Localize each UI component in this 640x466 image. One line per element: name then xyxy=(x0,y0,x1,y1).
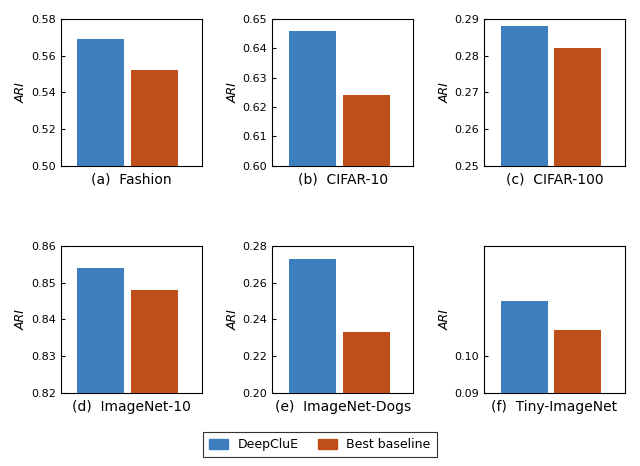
Bar xyxy=(343,95,390,165)
Y-axis label: ARI: ARI xyxy=(438,82,451,103)
Bar xyxy=(131,290,178,393)
Bar xyxy=(343,332,390,393)
X-axis label: (c)  CIFAR-100: (c) CIFAR-100 xyxy=(506,172,604,186)
Y-axis label: ARI: ARI xyxy=(15,82,28,103)
X-axis label: (d)  ImageNet-10: (d) ImageNet-10 xyxy=(72,400,191,414)
Y-axis label: ARI: ARI xyxy=(227,309,240,330)
Bar xyxy=(131,70,178,165)
Bar xyxy=(77,39,124,165)
Bar xyxy=(77,268,124,393)
Y-axis label: ARI: ARI xyxy=(438,309,451,330)
Bar xyxy=(289,31,336,165)
Legend: DeepCluE, Best baseline: DeepCluE, Best baseline xyxy=(203,432,437,458)
Bar xyxy=(554,330,602,393)
Bar xyxy=(500,301,548,393)
X-axis label: (a)  Fashion: (a) Fashion xyxy=(91,172,172,186)
X-axis label: (e)  ImageNet-Dogs: (e) ImageNet-Dogs xyxy=(275,400,411,414)
X-axis label: (b)  CIFAR-10: (b) CIFAR-10 xyxy=(298,172,388,186)
Y-axis label: ARI: ARI xyxy=(15,309,28,330)
Bar xyxy=(554,48,602,165)
X-axis label: (f)  Tiny-ImageNet: (f) Tiny-ImageNet xyxy=(492,400,618,414)
Bar xyxy=(500,26,548,165)
Bar xyxy=(289,259,336,393)
Y-axis label: ARI: ARI xyxy=(227,82,240,103)
